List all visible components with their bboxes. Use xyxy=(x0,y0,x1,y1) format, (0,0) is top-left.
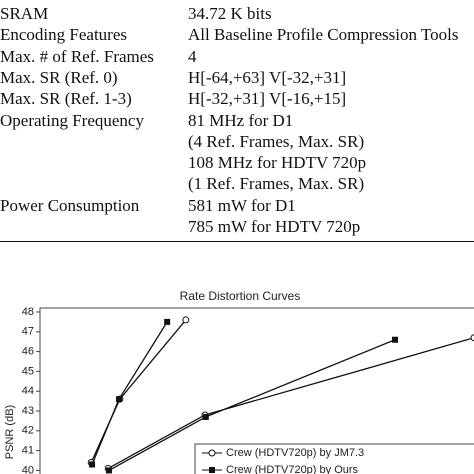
legend-marker xyxy=(209,467,215,473)
table-rule xyxy=(0,241,474,242)
y-tick-label: 40 xyxy=(22,464,34,474)
y-tick-label: 42 xyxy=(22,425,34,437)
marker xyxy=(115,396,122,403)
y-tick-label: 45 xyxy=(22,365,34,377)
legend-box xyxy=(194,443,474,474)
row-value: (4 Ref. Frames, Max. SR) xyxy=(188,131,365,151)
plot-area xyxy=(39,307,474,474)
series-line xyxy=(91,321,168,465)
row-label: Max. # of Ref. Frames xyxy=(0,46,154,66)
y-tick-label: 46 xyxy=(22,346,34,358)
row-value: All Baseline Profile Compression Tools xyxy=(188,25,459,45)
row-value: 108 MHz for HDTV 720p xyxy=(188,153,367,173)
row-label: Power Consumption xyxy=(0,195,140,215)
chart-title: Rate Distortion Curves xyxy=(180,289,301,303)
marker xyxy=(470,334,474,342)
row-value: 4 xyxy=(188,46,197,66)
marker xyxy=(164,318,171,325)
row-value: H[-32,+31] V[-16,+15] xyxy=(188,89,347,109)
row-label: Max. SR (Ref. 1-3) xyxy=(0,89,132,109)
series-line xyxy=(90,319,187,463)
row-label: Operating Frequency xyxy=(0,110,144,130)
marker xyxy=(106,467,113,474)
row-value: 581 mW for D1 xyxy=(188,195,296,215)
y-tick-label: 47 xyxy=(22,326,34,338)
row-value: (1 Ref. Frames, Max. SR) xyxy=(188,174,365,194)
y-tick-label: 44 xyxy=(22,385,34,397)
row-value: 34.72 K bits xyxy=(188,4,272,23)
y-tick-label: 41 xyxy=(22,445,34,457)
row-value: 785 mW for HDTV 720p xyxy=(188,217,361,236)
legend-label: Crew (HDTV720p) by Ours xyxy=(226,464,359,474)
marker xyxy=(182,316,190,324)
row-value: H[-64,+63] V[-32,+31] xyxy=(188,67,347,87)
marker xyxy=(89,461,96,468)
y-tick-label: 43 xyxy=(22,405,34,417)
y-axis-label: PSNR (dB) xyxy=(4,405,16,459)
legend-label: Crew (HDTV720p) by JM7.3 xyxy=(226,447,364,459)
marker xyxy=(202,413,209,420)
row-label: Max. SR (Ref. 0) xyxy=(0,67,118,87)
y-tick-label: 48 xyxy=(22,306,34,318)
row-label: SRAM xyxy=(0,4,49,23)
legend-marker xyxy=(208,449,216,457)
marker xyxy=(392,336,399,343)
row-value: 81 MHz for D1 xyxy=(188,110,294,130)
row-label: Encoding Features xyxy=(0,25,127,45)
